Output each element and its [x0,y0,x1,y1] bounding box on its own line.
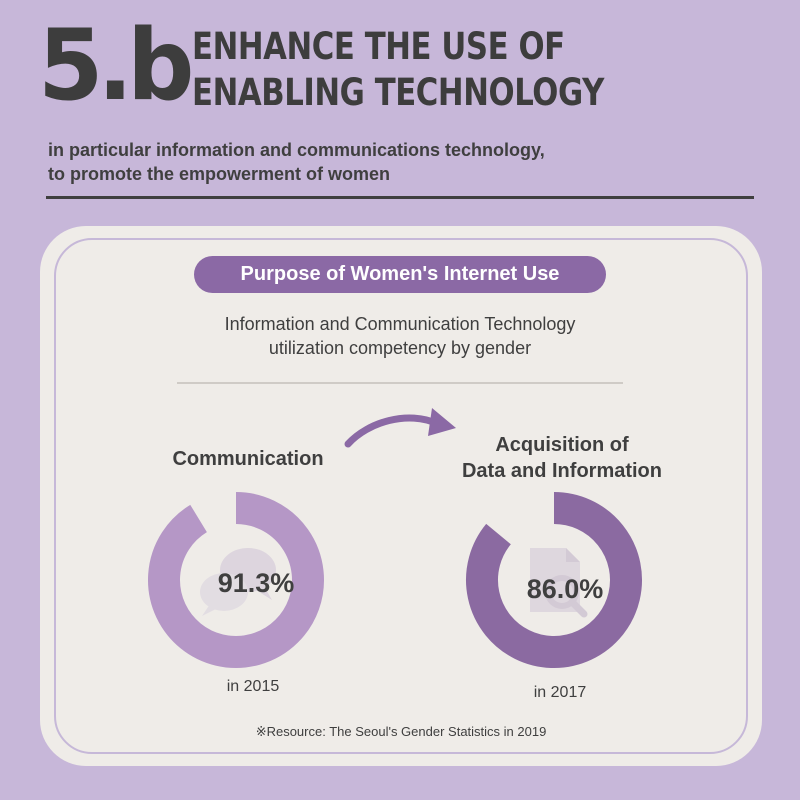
subheadline-line-2: to promote the empowerment of women [48,164,391,184]
value-acquisition: 86.0% [526,574,604,604]
donut-value-arc [148,492,324,668]
value-communication: 91.3% [217,568,295,598]
card-title-pill: Purpose of Women's Internet Use [194,256,606,293]
headline-line-1: ENHANCE THE USE OF [192,25,565,68]
subheadline-line-1: in particular information and communicat… [48,140,545,160]
donut-acquisition [466,492,642,668]
label-communication: Communication [172,448,324,470]
year-acquisition: in 2017 [533,684,587,701]
label-acquisition: Acquisition of Data and Information [422,432,702,484]
headline: ENHANCE THE USE OF ENABLING TECHNOLOGY [192,24,604,116]
info-card: Purpose of Women's Internet Use Informat… [40,226,762,766]
card-divider [177,382,623,384]
card-inner-border [54,238,748,754]
year-communication: in 2015 [226,678,280,695]
subheadline: in particular information and communicat… [48,138,545,186]
headline-line-2: ENABLING TECHNOLOGY [192,71,604,114]
label-acquisition-line-2: Data and Information [461,460,662,482]
header-divider [46,196,754,199]
goal-number: 5.b [38,9,194,124]
description-line-1: Information and Communication Technology [224,314,576,334]
card-description: Information and Communication Technology… [40,312,760,360]
description-line-2: utilization competency by gender [268,338,532,358]
document-search-icon [530,548,588,618]
curved-arrow-icon [344,408,456,448]
chat-bubbles-icon [200,548,276,616]
donut-communication [148,492,324,668]
source-note: ※Resource: The Seoul's Gender Statistics… [255,724,547,739]
label-acquisition-line-1: Acquisition of [495,434,629,456]
donut-value-arc [466,492,642,668]
